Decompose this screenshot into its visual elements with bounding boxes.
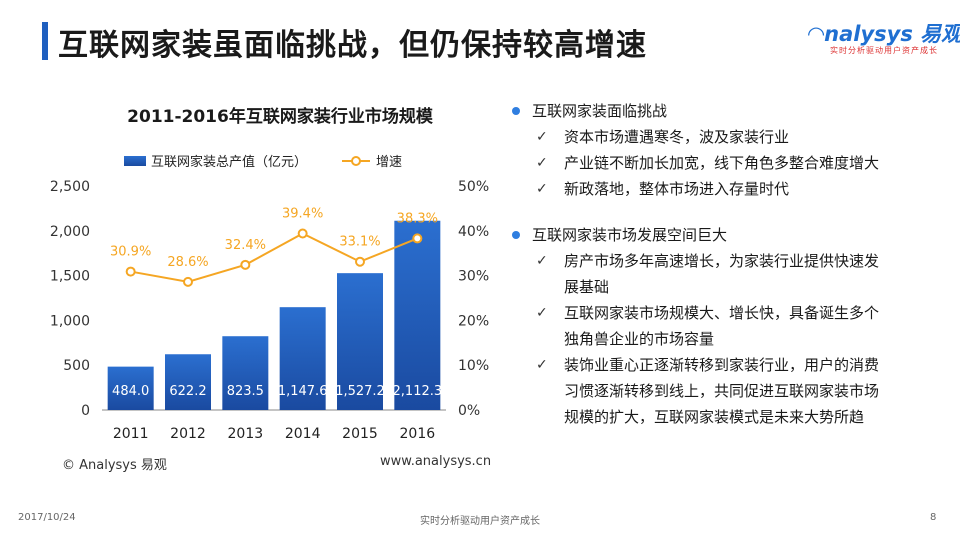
- bullet-item: ✓ 新政落地，整体市场进入存量时代: [512, 176, 942, 202]
- x-tick-label: 2012: [170, 426, 206, 442]
- y-right-tick-label: 0%: [458, 403, 480, 419]
- y-left-tick-label: 2,500: [50, 179, 90, 195]
- checkmark-icon: ✓: [536, 253, 548, 269]
- bullet-heading: 互联网家装市场发展空间巨大: [512, 222, 942, 248]
- x-tick-label: 2015: [342, 426, 378, 442]
- y-left-tick-label: 1,000: [50, 313, 90, 329]
- growth-value-label: 39.4%: [282, 206, 323, 221]
- bullet-dot-icon: [512, 231, 520, 239]
- bullet-item-line: 展基础: [564, 278, 610, 296]
- bullet-section: 互联网家装面临挑战 ✓ 资本市场遭遇寒冬，波及家装行业 ✓ 产业链不断加长加宽，线下角色…: [512, 98, 942, 202]
- bar-value-label: 1,147.6: [278, 384, 328, 399]
- growth-point-2013: [240, 259, 251, 270]
- source-copyright: © Analysys 易观: [62, 458, 167, 473]
- legend-bar-label: 互联网家装总产值（亿元）: [151, 154, 307, 170]
- y-left-tick-label: 0: [81, 403, 90, 419]
- logo-o-icon: ◠: [808, 22, 825, 46]
- bullet-item-line: 新政落地，整体市场进入存量时代: [564, 180, 790, 198]
- y-right-tick-label: 30%: [458, 269, 489, 285]
- bullet-heading: 互联网家装面临挑战: [512, 98, 942, 124]
- bullet-item-line: 产业链不断加长加宽，线下角色多整合难度增大: [564, 154, 880, 172]
- bar-value-label: 622.2: [169, 384, 206, 399]
- y-left-tick-label: 2,000: [50, 224, 90, 240]
- logo-mark: ◠nalysys 易观: [808, 18, 960, 48]
- checkmark-icon: ✓: [536, 155, 548, 171]
- x-tick-label: 2011: [113, 426, 149, 442]
- bullet-item-line: 资本市场遭遇寒冬，波及家装行业: [564, 128, 790, 146]
- bar-2011: [107, 366, 154, 410]
- bullet-list: 互联网家装面临挑战 ✓ 资本市场遭遇寒冬，波及家装行业 ✓ 产业链不断加长加宽，线下角色…: [512, 98, 942, 450]
- page-title: 互联网家装虽面临挑战，但仍保持较高增速: [58, 28, 647, 63]
- x-tick-label: 2016: [400, 426, 436, 442]
- logo-tagline: 实时分析驱动用户资产成长: [830, 46, 938, 55]
- bar-value-label: 1,527.2: [335, 384, 385, 399]
- growth-point-2012: [183, 276, 193, 287]
- bullet-item: ✓ 互联网家装市场规模大、增长快，具备诞生多个 独角兽企业的市场容量: [512, 300, 942, 352]
- bullet-item-line: 独角兽企业的市场容量: [564, 330, 715, 348]
- bullet-item: ✓ 房产市场多年高速增长，为家装行业提供快速发 展基础: [512, 248, 942, 300]
- bullet-item: ✓ 产业链不断加长加宽，线下角色多整合难度增大: [512, 150, 942, 176]
- bullet-item-line: 装饰业重心正逐渐转移到家装行业，用户的消费: [564, 356, 880, 374]
- footer-date: 2017/10/24: [18, 512, 76, 523]
- title-accent-bar: [42, 22, 48, 60]
- source-url: www.analysys.cn: [380, 454, 492, 469]
- legend-bar-swatch: [124, 156, 146, 166]
- growth-line: [130, 232, 418, 283]
- bullet-dot-icon: [512, 107, 520, 115]
- y-left-tick-label: 500: [63, 358, 90, 374]
- checkmark-icon: ✓: [536, 357, 548, 373]
- y-right-tick-label: 20%: [458, 313, 489, 329]
- logo-text: nalysys: [824, 22, 913, 46]
- bar-value-label: 823.5: [227, 384, 264, 399]
- growth-value-label: 28.6%: [167, 255, 208, 270]
- x-tick-label: 2014: [285, 426, 321, 442]
- growth-point-2015: [355, 256, 365, 267]
- growth-value-label: 30.9%: [110, 245, 151, 260]
- bullet-item-line: 习惯逐渐转移到线上，共同促进互联网家装市场: [564, 382, 880, 400]
- footer-tagline: 实时分析驱动用户资产成长: [420, 516, 540, 527]
- bar-2016: [394, 220, 441, 410]
- bar-value-label: 484.0: [112, 384, 149, 399]
- growth-point-2016: [412, 233, 423, 244]
- chart-title: 2011-2016年互联网家装行业市场规模: [127, 107, 433, 127]
- x-tick-label: 2013: [228, 426, 264, 442]
- y-left-tick-label: 1,500: [50, 269, 90, 285]
- bullet-section: 互联网家装市场发展空间巨大 ✓ 房产市场多年高速增长，为家装行业提供快速发 展基础 ✓ 互…: [512, 222, 942, 430]
- bar-2012: [165, 354, 211, 410]
- checkmark-icon: ✓: [536, 305, 548, 321]
- bullet-item-line: 房产市场多年高速增长，为家装行业提供快速发: [564, 252, 880, 270]
- checkmark-icon: ✓: [536, 181, 548, 197]
- analysys-logo: ◠nalysys 易观 实时分析驱动用户资产成长: [808, 18, 960, 58]
- bullet-item-line: 规模的扩大，互联网家装模式是未来大势所趋: [564, 408, 865, 426]
- checkmark-icon: ✓: [536, 129, 548, 145]
- bullet-item: ✓ 装饰业重心正逐渐转移到家装行业，用户的消费 习惯逐渐转移到线上，共同促进互联网家…: [512, 352, 942, 430]
- market-size-chart: 互联网家装总产值（亿元） 增速 0 500 1,000 1,500 2,000 2,500 0%…: [50, 154, 489, 442]
- bar-value-label: 2,112.3: [393, 384, 443, 399]
- y-right-tick-label: 40%: [458, 224, 489, 240]
- legend-line-marker: [351, 156, 361, 166]
- growth-value-label: 38.3%: [397, 211, 438, 226]
- y-right-tick-label: 10%: [458, 358, 489, 374]
- bar-2014: [279, 307, 326, 410]
- bullet-heading-text: 互联网家装市场发展空间巨大: [532, 226, 728, 244]
- logo-cn: 易观: [920, 22, 960, 46]
- bullet-item: ✓ 资本市场遭遇寒冬，波及家装行业: [512, 124, 942, 150]
- growth-point-2014: [297, 228, 308, 239]
- growth-value-label: 32.4%: [225, 238, 266, 253]
- bullet-item-line: 互联网家装市场规模大、增长快，具备诞生多个: [564, 304, 880, 322]
- bar-2013: [222, 336, 269, 410]
- bullet-heading-text: 互联网家装面临挑战: [532, 102, 668, 120]
- legend-line-label: 增速: [376, 155, 402, 170]
- page-number: 8: [930, 512, 937, 523]
- growth-value-label: 33.1%: [339, 235, 380, 250]
- growth-point-2011: [125, 266, 136, 277]
- y-right-tick-label: 50%: [458, 179, 489, 195]
- bar-2015: [337, 273, 383, 410]
